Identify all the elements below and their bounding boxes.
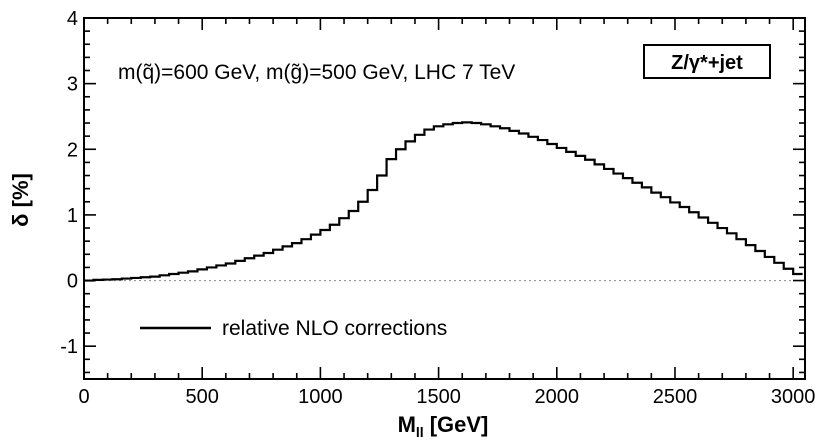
x-tick-label: 500: [186, 386, 219, 408]
series-layer: [84, 121, 803, 282]
x-tick-label: 1500: [416, 386, 461, 408]
series-line-0: [84, 121, 803, 282]
chart-annotation: m(q̃)=600 GeV, m(g̃)=500 GeV, LHC 7 TeV: [118, 61, 515, 84]
x-axis-title-sub: ll: [416, 424, 424, 440]
legend-entry: relative NLO corrections: [222, 317, 447, 340]
tick-labels: 0 500 1000 1500 2000 2500 3000 -1 0 1 2 3 4: [60, 8, 815, 408]
x-tick-label: 2000: [535, 386, 580, 408]
y-tick-label: 3: [67, 74, 78, 96]
process-label-box: [643, 44, 771, 79]
x-axis-title-main: M: [398, 412, 416, 437]
x-tick-label: 2500: [653, 386, 698, 408]
process-label: Z/γ*+jet: [671, 52, 743, 74]
plot-frame: [83, 17, 806, 380]
y-tick-label: -1: [60, 336, 78, 358]
y-axis-title: δ [%]: [8, 173, 33, 227]
x-tick-label: 0: [78, 386, 89, 408]
y-tick-label: 0: [67, 271, 78, 293]
x-tick-label: 1000: [298, 386, 343, 408]
x-axis-title: Mll [GeV]: [398, 412, 489, 440]
x-axis-title-unit: [GeV]: [430, 412, 489, 437]
y-tick-label: 2: [67, 139, 78, 161]
y-tick-label: 4: [67, 8, 78, 30]
y-tick-label: 1: [67, 205, 78, 227]
x-tick-label: 3000: [771, 386, 816, 408]
